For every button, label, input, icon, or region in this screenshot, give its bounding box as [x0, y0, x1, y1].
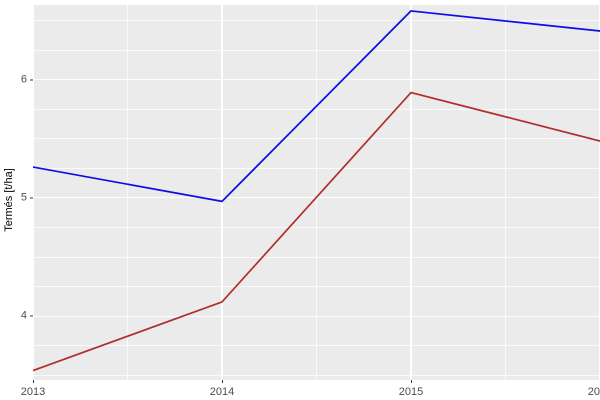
y-tick-label: 6 [20, 73, 27, 86]
gridline-major-vertical [410, 5, 412, 380]
x-tick-label: 2013 [20, 386, 46, 398]
y-axis: 4 5 6 [0, 0, 33, 400]
series-layer [33, 10, 600, 372]
x-tick-mark [33, 380, 34, 383]
series-line-blue-series [33, 10, 600, 203]
x-tick-label: 2016 [587, 386, 600, 398]
x-tick-mark [222, 380, 223, 383]
gridline-minor-vertical [505, 5, 506, 380]
gridline-major-vertical [33, 5, 34, 380]
series-line-red-series [33, 91, 600, 372]
y-tick-label: 5 [20, 191, 27, 204]
y-tick-mark [30, 79, 33, 81]
plot-panel [33, 5, 600, 380]
y-tick-label: 4 [20, 309, 27, 322]
x-axis: 2013 2014 2015 2016 [0, 380, 600, 400]
gridline-major-vertical [221, 5, 223, 380]
x-tick-mark [411, 380, 412, 383]
x-tick-label: 2014 [209, 386, 235, 398]
gridline-minor-vertical [127, 5, 128, 380]
x-tick-label: 2015 [398, 386, 424, 398]
gridline-minor-vertical [316, 5, 317, 380]
y-tick-mark [30, 315, 33, 317]
y-tick-mark [30, 197, 33, 199]
